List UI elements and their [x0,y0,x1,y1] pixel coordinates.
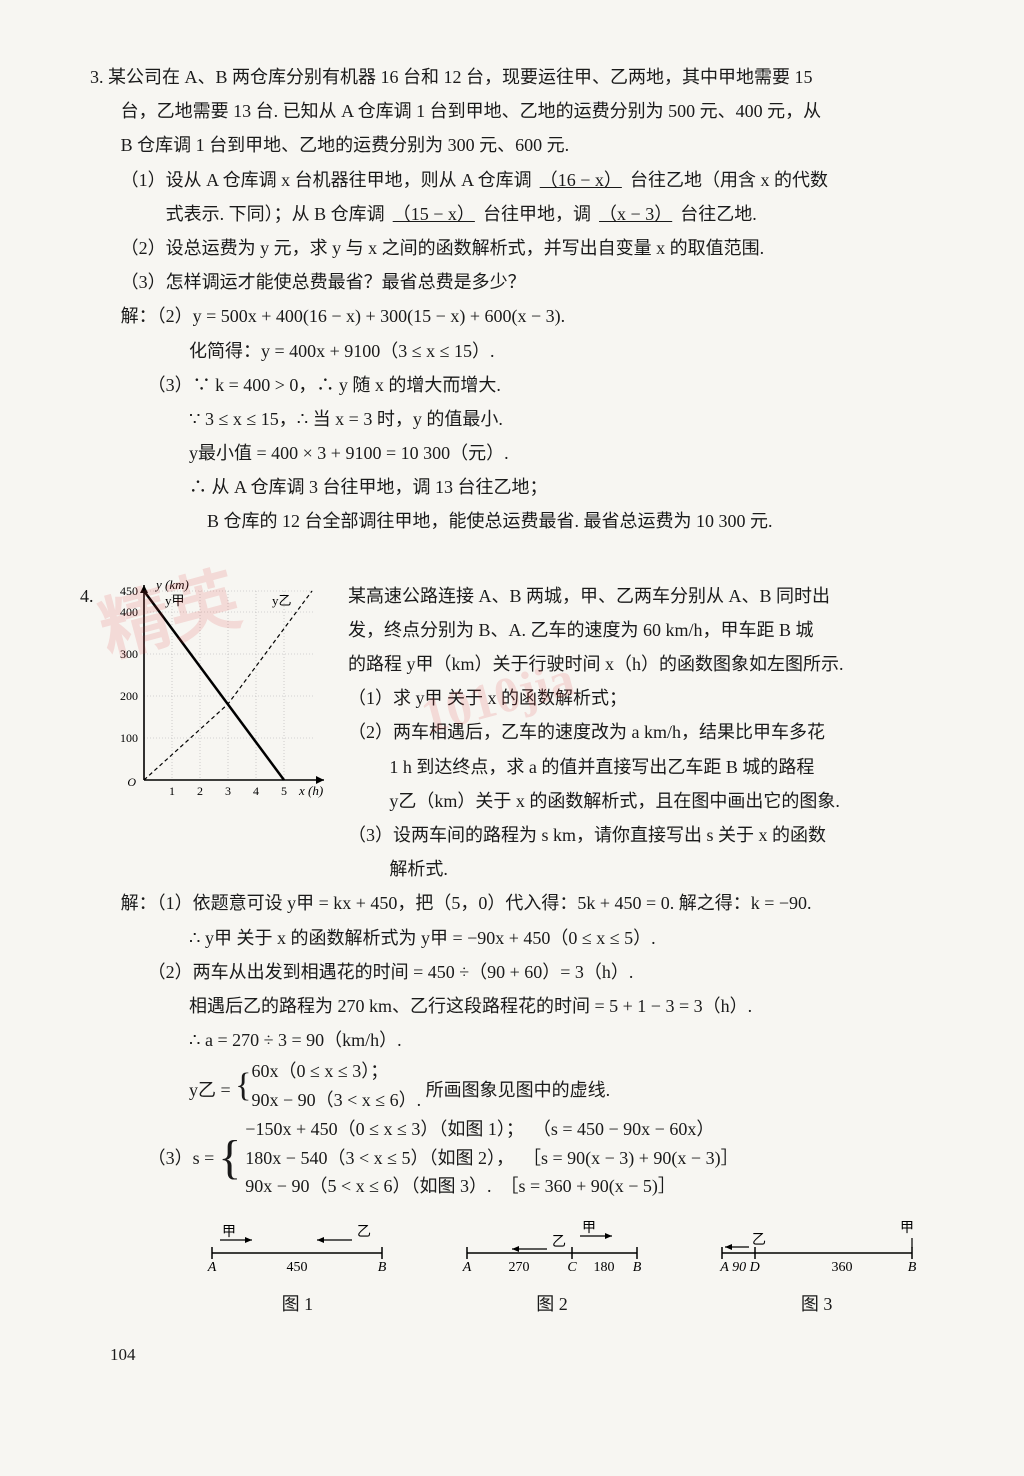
p3-line2: 台，乙地需要 13 台. 已知从 A 仓库调 1 台到甲地、乙地的运费分别为 5… [90,94,954,128]
svg-text:y (km): y (km) [154,579,189,592]
problem-3: 3. 某公司在 A、B 两仓库分别有机器 16 台和 12 台，现要运往甲、乙两… [90,60,954,539]
p3-sol-2: 化简得：y = 400x + 9100（3 ≤ x ≤ 15）. [90,334,954,368]
p3-sol-4: ∵ 3 ≤ x ≤ 15，∴ 当 x = 3 时，y 的值最小. [90,402,954,436]
p4-text: 某高速公路连接 A、B 两城，甲、乙两车分别从 A、B 同时出 发，终点分别为 … [348,579,954,887]
p3-number: 3. [90,67,104,87]
blank-2: （15 − x） [389,204,478,224]
svg-text:200: 200 [120,689,138,703]
diagram-1: A B 450 甲 乙 图 1 [197,1216,397,1321]
p4-sol-2a: （2）两车从出发到相遇花的时间 = 450 ÷（90 + 60）= 3（h）. [90,955,954,989]
p3-sol-1: 解：（2）y = 500x + 400(16 − x) + 300(15 − x… [90,299,954,333]
svg-text:B: B [378,1260,387,1275]
svg-text:y甲: y甲 [165,593,185,608]
p3-q2: （2）设总运费为 y 元，求 y 与 x 之间的函数解析式，并写出自变量 x 的… [90,231,954,265]
p4-piecewise-s: （3）s = { −150x + 450（0 ≤ x ≤ 3）（如图 1）； （… [90,1115,954,1201]
p4-chart: 4. [80,579,324,840]
svg-text:450: 450 [287,1260,308,1275]
p3-sol-6: ∴ 从 A 仓库调 3 台往甲地，调 13 台往乙地； [90,470,954,504]
svg-text:B: B [633,1260,642,1275]
svg-text:4: 4 [253,784,259,798]
page-number: 104 [110,1339,136,1371]
p3-sol-3: （3）∵ k = 400 > 0，∴ y 随 x 的增大而增大. [90,368,954,402]
blank-1: （16 − x） [536,170,625,190]
svg-text:2: 2 [197,784,203,798]
p3-line3: B 仓库调 1 台到甲地、乙地的运费分别为 300 元、600 元. [90,128,954,162]
svg-text:1: 1 [169,784,175,798]
svg-text:B: B [907,1260,916,1275]
diagram-3: A 90 D B 360 乙 甲 图 3 [707,1216,927,1321]
svg-text:400: 400 [120,605,138,619]
svg-text:A 90 D: A 90 D [719,1260,759,1275]
svg-text:甲: 甲 [222,1225,236,1240]
svg-text:360: 360 [831,1260,852,1275]
svg-text:3: 3 [225,784,231,798]
p3-q3: （3）怎样调运才能使总费最省？最省总费是多少？ [90,265,954,299]
svg-text:乙: 乙 [752,1232,766,1248]
svg-text:甲: 甲 [582,1221,596,1236]
svg-text:甲: 甲 [900,1221,914,1236]
chart-svg: O 1 2 3 4 5 100 200 300 400 450 y (km) x… [104,579,324,829]
p3-q1-line1: （1）设从 A 仓库调 x 台机器往甲地，则从 A 仓库调 （16 − x） 台… [90,163,954,197]
p3-line1: 3. 某公司在 A、B 两仓库分别有机器 16 台和 12 台，现要运往甲、乙两… [90,60,954,94]
svg-text:C: C [567,1260,577,1275]
problem-4: 4. [90,579,954,1322]
p4-piecewise-yz: y乙 = { 60x（0 ≤ x ≤ 3）； 90x − 90（3 < x ≤ … [90,1057,954,1115]
p4-sol-2c: ∴ a = 270 ÷ 3 = 90（km/h）. [90,1023,954,1057]
svg-text:y乙: y乙 [272,593,292,608]
svg-text:x (h): x (h) [298,783,323,798]
svg-text:乙: 乙 [357,1224,371,1240]
svg-text:270: 270 [508,1260,529,1275]
p4-number: 4. [80,586,100,606]
svg-text:O: O [127,775,136,789]
diagram-2: A C B 270 180 甲 乙 图 2 [452,1216,652,1321]
svg-text:100: 100 [120,731,138,745]
svg-text:450: 450 [120,584,138,598]
p4-diagrams: A B 450 甲 乙 图 1 A C B 270 [90,1216,954,1321]
p4-sol-1b: ∴ y甲 关于 x 的函数解析式为 y甲 = −90x + 450（0 ≤ x … [90,921,954,955]
p4-sol-2b: 相遇后乙的路程为 270 km、乙行这段路程花的时间 = 5 + 1 − 3 =… [90,989,954,1023]
svg-text:乙: 乙 [552,1234,566,1250]
p3-sol-7: B 仓库的 12 台全部调往甲地，能使总运费最省. 最省总运费为 10 300 … [90,504,954,538]
p4-sol-1: 解：（1）依题意可设 y甲 = kx + 450，把（5，0）代入得：5k + … [90,886,954,920]
svg-text:A: A [207,1260,217,1275]
p3-sol-5: y最小值 = 400 × 3 + 9100 = 10 300（元）. [90,436,954,470]
svg-text:5: 5 [281,784,287,798]
p3-q1-line2: 式表示. 下同）；从 B 仓库调 （15 − x） 台往甲地，调 （x − 3）… [90,197,954,231]
svg-text:180: 180 [593,1260,614,1275]
svg-text:A: A [462,1260,472,1275]
blank-3: （x − 3） [595,204,675,224]
svg-text:300: 300 [120,647,138,661]
